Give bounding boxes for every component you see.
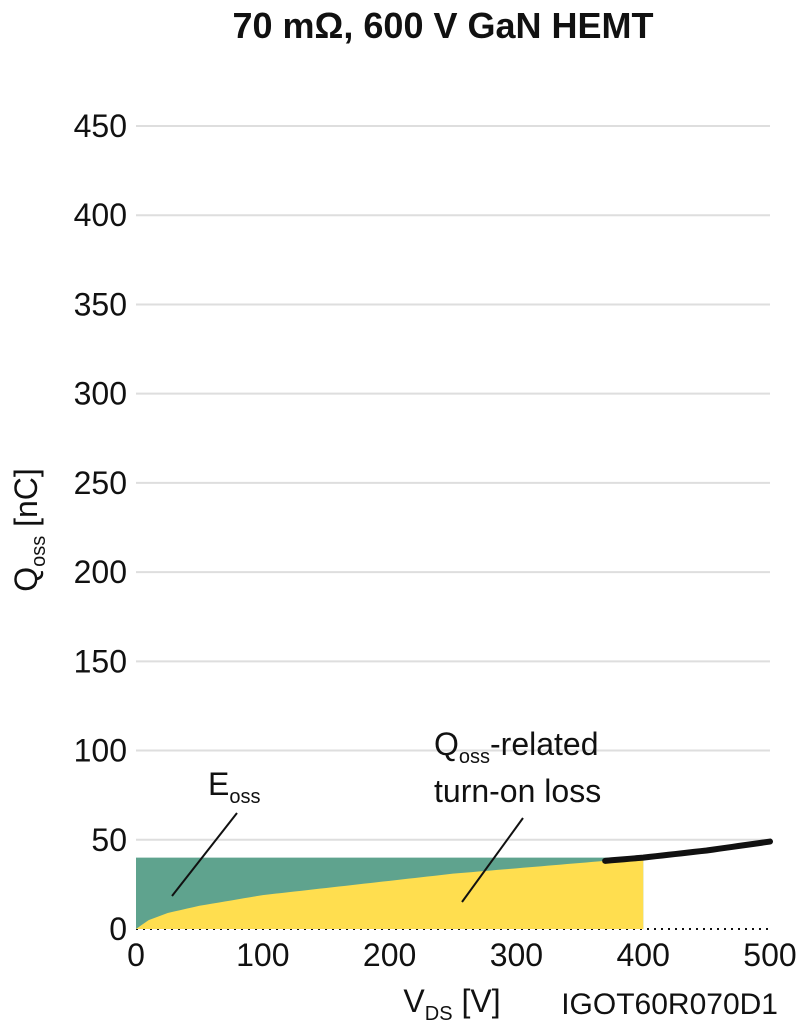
qoss-loss-pointer-line (461, 817, 524, 903)
y-tick-label: 200 (74, 554, 127, 590)
y-tick-label: 100 (74, 733, 127, 769)
y-tick-label: 250 (74, 465, 127, 501)
gridlines (136, 125, 770, 930)
chart-title: 70 mΩ, 600 V GaN HEMT (232, 5, 653, 46)
y-tick-labels: 0 50 100 150 200 250 300 350 400 450 (74, 108, 127, 947)
qoss-curve-group (602, 838, 773, 864)
y-tick-label: 0 (109, 911, 127, 947)
x-tick-label: 200 (363, 937, 416, 973)
qoss-curve (602, 838, 773, 864)
x-tick-labels: 0 100 200 300 400 500 (127, 937, 797, 973)
y-tick-label: 450 (74, 108, 127, 144)
y-tick-label: 350 (74, 286, 127, 322)
x-axis-label: VDS [V] (403, 983, 500, 1025)
x-tick-label: 0 (127, 937, 145, 973)
x-tick-label: 400 (617, 937, 670, 973)
qoss-loss-annotation: Qoss-related (434, 726, 599, 768)
x-tick-label: 500 (743, 937, 796, 973)
y-axis-label: Qoss [nC] (8, 468, 50, 592)
x-tick-label: 300 (490, 937, 543, 973)
y-tick-label: 150 (74, 643, 127, 679)
y-tick-label: 400 (74, 197, 127, 233)
eoss-pointer-line (171, 812, 238, 897)
chart-areas (136, 857, 644, 929)
qoss-loss-annotation-line2: turn-on loss (434, 773, 601, 809)
y-tick-label: 300 (74, 376, 127, 412)
part-number: IGOT60R070D1 (561, 988, 778, 1021)
qoss-loss-area (136, 857, 644, 929)
eoss-annotation: Eoss (208, 766, 260, 808)
x-tick-label: 100 (236, 937, 289, 973)
y-tick-label: 50 (91, 822, 127, 858)
